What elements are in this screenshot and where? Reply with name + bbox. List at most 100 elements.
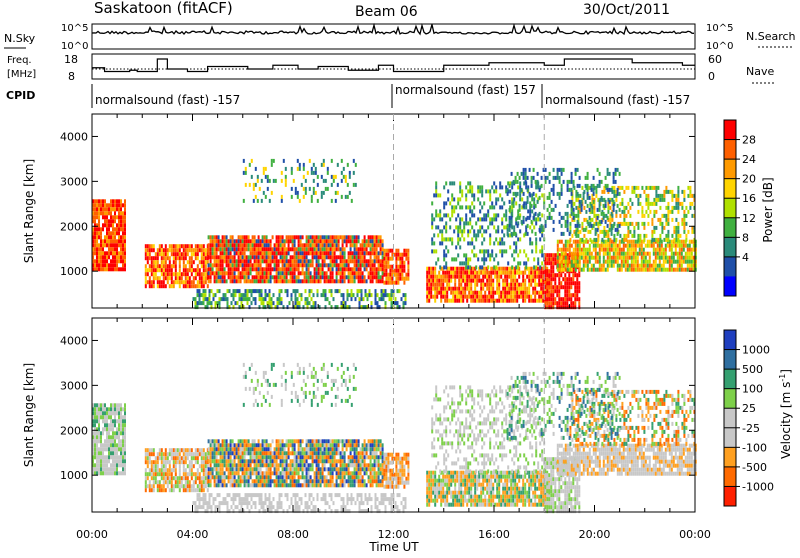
- velocity-cell: [171, 488, 173, 492]
- power-cell: [529, 192, 531, 196]
- power-cell: [177, 244, 179, 248]
- power-cell: [372, 243, 374, 247]
- velocity-cell: [161, 468, 163, 472]
- power-cell: [268, 271, 270, 275]
- velocity-cell: [100, 447, 102, 451]
- power-cell: [609, 172, 611, 176]
- power-cell: [218, 279, 220, 283]
- power-cell: [183, 252, 185, 256]
- power-cell: [454, 279, 456, 283]
- power-cell: [625, 238, 627, 242]
- velocity-cell: [149, 456, 151, 460]
- power-cell: [458, 291, 460, 295]
- power-cell: [330, 267, 332, 271]
- velocity-cell: [179, 472, 181, 476]
- power-cell: [471, 249, 473, 253]
- power-cell: [299, 167, 301, 171]
- power-cell: [513, 241, 515, 245]
- velocity-cell: [102, 451, 104, 455]
- power-cell: [157, 264, 159, 268]
- power-cell: [350, 243, 352, 247]
- power-cell: [124, 235, 126, 239]
- power-cell: [483, 229, 485, 233]
- power-cell: [550, 293, 552, 297]
- velocity-cell: [195, 456, 197, 460]
- power-cell: [681, 240, 683, 244]
- power-cell: [94, 203, 96, 207]
- power-cell: [338, 247, 340, 251]
- power-cell: [573, 202, 575, 206]
- power-cell: [445, 253, 447, 257]
- power-cell: [589, 238, 591, 242]
- power-cell: [282, 243, 284, 247]
- power-cell: [395, 253, 397, 257]
- power-cell: [344, 251, 346, 255]
- power-cell: [653, 248, 655, 252]
- power-cell: [436, 287, 438, 291]
- power-cell: [552, 257, 554, 261]
- velocity-cell: [149, 484, 151, 488]
- power-cell: [260, 251, 262, 255]
- power-cell: [226, 271, 228, 275]
- power-cell: [317, 289, 319, 293]
- power-cell: [303, 167, 305, 171]
- power-cell: [559, 240, 561, 244]
- power-cell: [124, 227, 126, 231]
- power-cell: [228, 243, 230, 247]
- power-cell: [451, 205, 453, 209]
- power-cell: [403, 253, 405, 257]
- power-cell: [645, 256, 647, 260]
- power-cell: [631, 240, 633, 244]
- power-cell: [675, 194, 677, 198]
- power-cell: [147, 244, 149, 248]
- power-cell: [112, 215, 114, 219]
- power-cell: [387, 265, 389, 269]
- power-cell: [557, 248, 559, 252]
- power-cell: [444, 271, 446, 275]
- power-cell: [498, 279, 500, 283]
- power-cell: [525, 261, 527, 265]
- power-cell: [569, 232, 571, 236]
- power-cell: [315, 191, 317, 195]
- power-cell: [665, 244, 667, 248]
- power-cell: [236, 243, 238, 247]
- power-cell: [285, 179, 287, 183]
- power-cell: [205, 268, 207, 272]
- power-cell: [366, 247, 368, 251]
- power-cell: [193, 280, 195, 284]
- velocity-cell: [197, 456, 199, 460]
- power-cell: [268, 239, 270, 243]
- power-cell: [399, 277, 401, 281]
- velocity-cell: [114, 439, 116, 443]
- power-cell: [242, 267, 244, 271]
- power-cell: [458, 275, 460, 279]
- power-cell: [448, 275, 450, 279]
- power-cell: [238, 239, 240, 243]
- power-cell: [467, 181, 469, 185]
- velocity-cell: [98, 407, 100, 411]
- power-cell: [430, 271, 432, 275]
- power-cell: [252, 279, 254, 283]
- power-cell: [477, 233, 479, 237]
- power-cell: [623, 234, 625, 238]
- power-cell: [671, 234, 673, 238]
- velocity-cell: [108, 459, 110, 463]
- power-cell: [605, 252, 607, 256]
- power-cell: [351, 289, 353, 293]
- power-cell: [549, 192, 551, 196]
- power-cell: [270, 251, 272, 255]
- power-cell: [228, 275, 230, 279]
- power-cell: [218, 255, 220, 259]
- power-cell: [557, 168, 559, 172]
- velocity-cell: [108, 423, 110, 427]
- power-cell: [122, 247, 124, 251]
- power-cell: [623, 252, 625, 256]
- power-cell: [627, 226, 629, 230]
- power-cell: [255, 167, 257, 171]
- power-cell: [617, 252, 619, 256]
- power-cell: [334, 279, 336, 283]
- power-cell: [311, 199, 313, 203]
- velocity-cell: [201, 456, 203, 460]
- power-cell: [374, 267, 376, 271]
- velocity-cell: [167, 476, 169, 480]
